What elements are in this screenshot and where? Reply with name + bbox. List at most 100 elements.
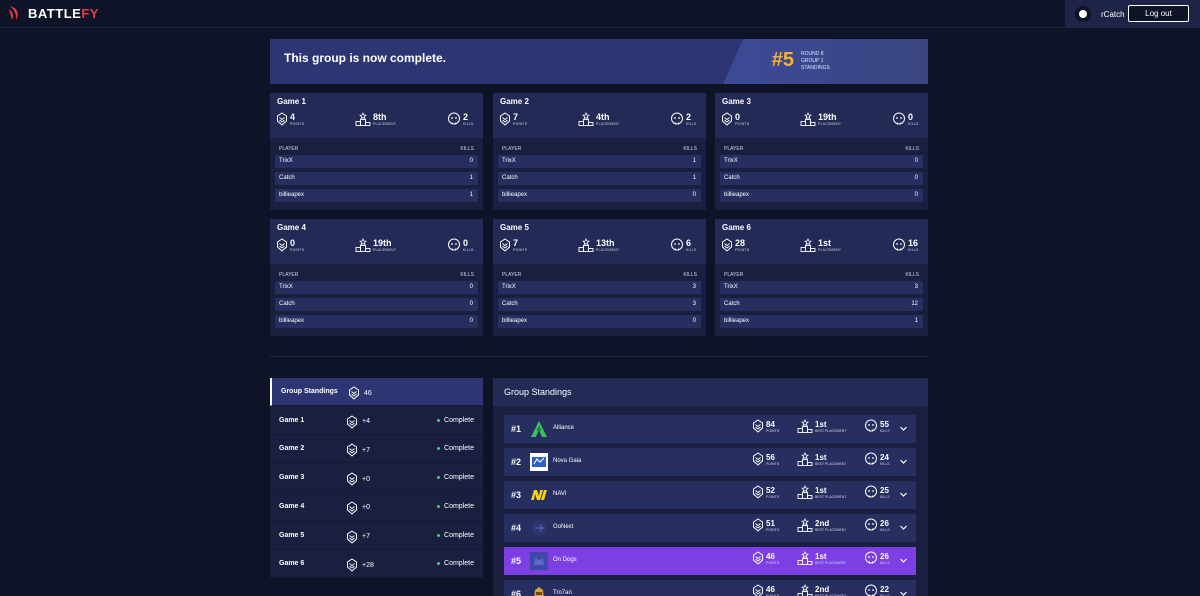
chevron-down-icon[interactable]: [899, 490, 908, 499]
chevron-down-icon[interactable]: [899, 523, 908, 532]
game-title: Game 1: [277, 97, 306, 106]
team-points: 52 POINTS: [752, 485, 779, 499]
points-icon: [346, 472, 358, 486]
sidebar-item-game[interactable]: Game 5 +7 Complete: [270, 522, 483, 550]
team-kills-value: 25: [880, 485, 889, 495]
player-name: billieapex: [279, 318, 305, 324]
sidebar-item-game[interactable]: Game 2 +7 Complete: [270, 435, 483, 464]
standings-row[interactable]: #4 GoNext 51 POINTS 2nd BEST PLACEMENT 2…: [504, 514, 916, 542]
status-label: Complete: [444, 474, 474, 482]
placement-icon: [797, 584, 813, 596]
player-row: TrixX 0: [275, 155, 478, 168]
placement-icon: [797, 551, 813, 565]
team-rank: #3: [511, 490, 522, 500]
avatar[interactable]: [1075, 6, 1091, 22]
player-table-header: PLAYER KILLS: [279, 272, 474, 278]
game-kills-value: 6: [686, 238, 692, 248]
standings-row[interactable]: #2 Nova Gaia 56 POINTS 1st BEST PLACEMEN…: [504, 448, 916, 476]
game-points-label: POINTS: [513, 122, 528, 126]
status-badge: Complete: [437, 474, 474, 481]
game-placement-value: 19th: [373, 238, 392, 248]
status-dot-icon: [437, 447, 441, 451]
logout-button[interactable]: Log out: [1128, 5, 1189, 22]
sidebar-points-value: +28: [362, 561, 374, 569]
sidebar-points-value: 46: [364, 389, 372, 397]
team-logo: [529, 485, 549, 505]
chevron-down-icon[interactable]: [899, 457, 908, 466]
points-icon: [752, 452, 764, 466]
player-name: TrixX: [279, 158, 293, 164]
sidebar-points-value: +0: [362, 504, 370, 512]
status-dot-icon: [437, 476, 441, 480]
status-label: Complete: [444, 502, 474, 510]
points-icon: [752, 551, 764, 565]
points-icon: [346, 558, 358, 572]
team-best-placement-label: BEST PLACEMENT: [815, 494, 847, 499]
chevron-down-icon[interactable]: [899, 424, 908, 433]
placement-icon: [578, 112, 594, 126]
game-kills: 6 KILLS: [670, 238, 697, 252]
player-kills: 1: [914, 318, 918, 324]
player-row: Catch 0: [720, 172, 923, 185]
kills-icon: [892, 112, 906, 126]
standings-row[interactable]: #5 On Dogs 46 POINTS 1st BEST PLACEMENT …: [504, 547, 916, 575]
standings-row[interactable]: #1 Alliance 84 POINTS 1st BEST PLACEMENT…: [504, 415, 916, 443]
player-kills: 3: [692, 284, 696, 290]
team-kills-value: 55: [880, 419, 889, 429]
chevron-down-icon[interactable]: [899, 589, 908, 596]
team-points-label: POINTS: [766, 428, 780, 433]
points-icon: [348, 386, 360, 400]
sidebar-item-game[interactable]: Game 6 +28 Complete: [270, 550, 483, 579]
kills-icon: [864, 485, 878, 499]
sidebar-item-points: +0: [346, 501, 370, 515]
status-label: Complete: [444, 560, 474, 568]
team-best-placement-value: 2nd: [815, 518, 830, 528]
kills-icon: [864, 584, 878, 596]
kills-column-header: KILLS: [683, 272, 697, 278]
player-kills: 0: [692, 318, 696, 324]
standings-row[interactable]: #3 NAVI 52 POINTS 1st BEST PLACEMENT 25 …: [504, 481, 916, 509]
player-name: TrixX: [724, 158, 738, 164]
team-best-placement-value: 1st: [815, 419, 827, 429]
player-row: billieapex 0: [498, 189, 701, 202]
game-placement-label: PLACEMENT: [373, 248, 397, 252]
username[interactable]: rCatch: [1101, 9, 1125, 19]
team-name: Tro7an: [553, 590, 572, 596]
game-placement: 4th PLACEMENT: [578, 112, 619, 126]
team-kills: 25 KILLS: [864, 485, 890, 499]
team-rank: #1: [511, 424, 522, 434]
team-points-label: POINTS: [766, 527, 780, 532]
team-kills-value: 26: [880, 518, 889, 528]
game-points-label: POINTS: [735, 248, 750, 252]
status-badge: Complete: [437, 417, 474, 424]
sidebar-item-game[interactable]: Game 1 +4 Complete: [270, 407, 483, 435]
team-kills: 26 KILLS: [864, 551, 890, 565]
sidebar-item-group-standings[interactable]: Group Standings 46: [270, 378, 483, 406]
game-kills-value: 0: [463, 238, 469, 248]
team-logo: [529, 452, 549, 472]
kills-column-header: KILLS: [905, 146, 919, 152]
chevron-down-icon[interactable]: [899, 556, 908, 565]
group-standings-panel: Group Standings #1 Alliance 84 POINTS 1s…: [493, 378, 928, 596]
game-kills: 2 KILLS: [447, 112, 474, 126]
player-name: Catch: [279, 301, 295, 307]
player-table-header: PLAYER KILLS: [724, 146, 919, 152]
points-icon: [721, 238, 733, 252]
player-row: TrixX 3: [498, 281, 701, 294]
game-card-header: Game 4 0 POINTS 19th PLACEMENT 0 KILLS: [270, 219, 483, 264]
battlefy-logo[interactable]: BATTLEFY: [8, 5, 99, 21]
points-icon: [752, 518, 764, 532]
game-title: Game 5: [500, 223, 529, 232]
player-kills: 12: [911, 301, 918, 307]
team-kills-label: KILLS: [880, 593, 890, 596]
sidebar-points-value: +0: [362, 475, 370, 483]
game-kills-label: KILLS: [686, 122, 697, 126]
sidebar-item-game[interactable]: Game 4 +0 Complete: [270, 493, 483, 521]
team-best-placement-value: 1st: [815, 485, 827, 495]
game-placement: 19th PLACEMENT: [800, 112, 841, 126]
player-name: TrixX: [502, 284, 516, 290]
sidebar-item-game[interactable]: Game 3 +0 Complete: [270, 464, 483, 493]
game-points: 4 POINTS: [276, 112, 304, 126]
standings-row[interactable]: #6 Tro7an 46 POINTS 2nd BEST PLACEMENT 2…: [504, 580, 916, 596]
placement-icon: [800, 238, 816, 252]
